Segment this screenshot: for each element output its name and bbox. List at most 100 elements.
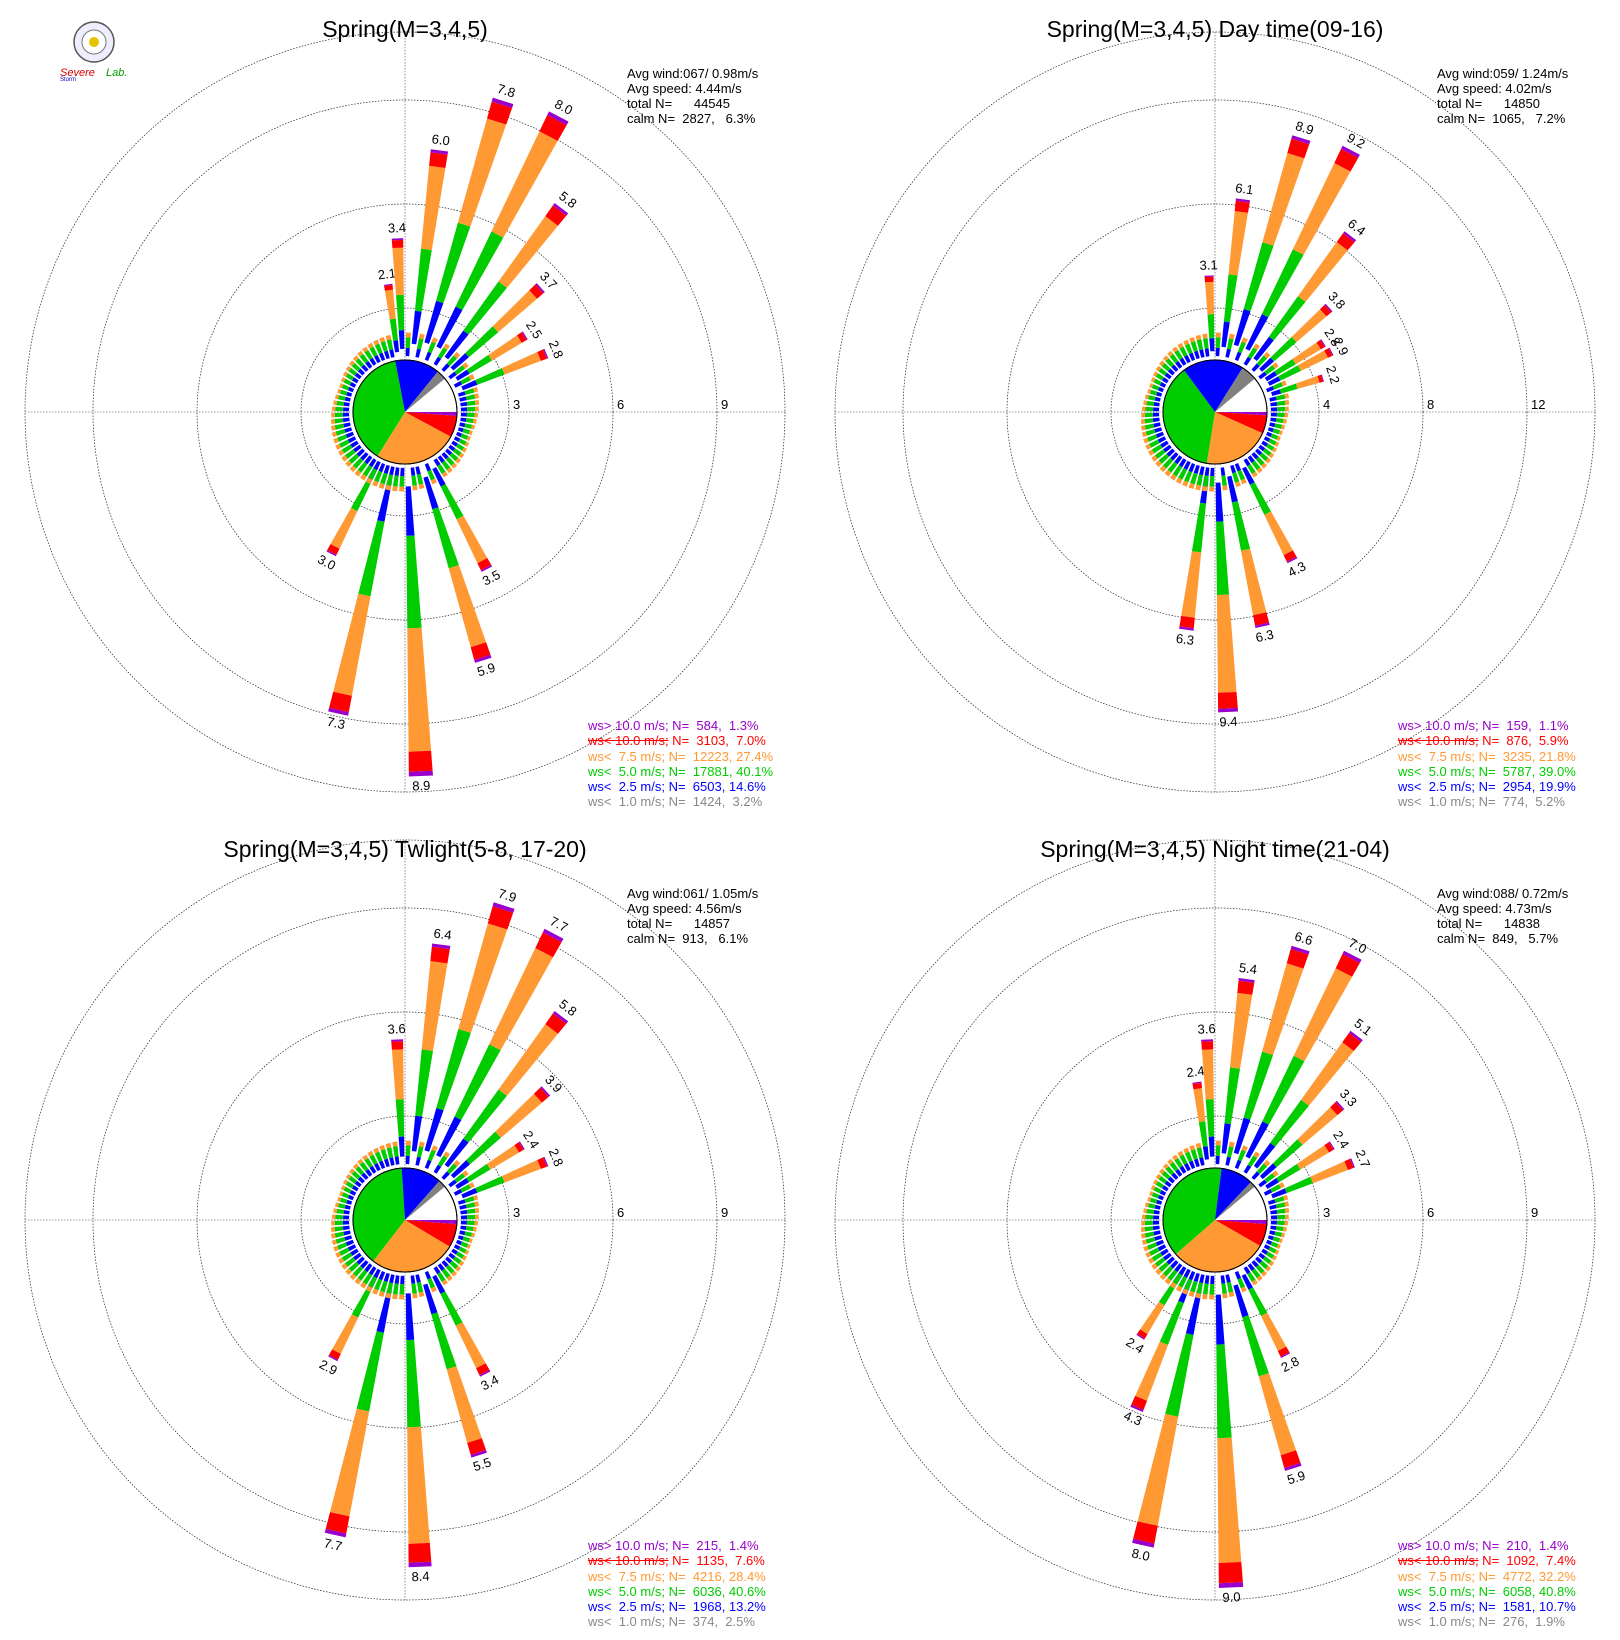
bar-segment	[343, 422, 351, 428]
spoke-bar-2	[391, 238, 405, 357]
bar-segment	[1204, 467, 1210, 476]
wind-rose-svg: 3 6 92.13.46.07.88.05.83.72.52.83.55.98.97…	[24, 31, 786, 794]
stub-bar	[437, 1263, 453, 1282]
bar-segment	[1155, 460, 1162, 468]
bar-segment	[405, 1140, 411, 1146]
bar-segment	[1265, 457, 1271, 464]
bar-segment	[411, 475, 417, 486]
stub-bar	[1225, 333, 1235, 358]
bar-segment	[1284, 412, 1288, 418]
bar-segment	[1276, 412, 1285, 418]
stub-bar	[339, 1191, 354, 1201]
bar-segment	[1241, 337, 1248, 344]
bar-segment	[1270, 1209, 1278, 1215]
spoke-value-label: 8.0	[552, 96, 575, 118]
bar-segment	[1261, 1270, 1268, 1277]
bar-segment	[1281, 1232, 1286, 1238]
bar-segment	[464, 1249, 470, 1255]
bar-segment	[415, 1156, 421, 1166]
stub-bar	[345, 1173, 362, 1188]
bar-segment	[353, 444, 362, 453]
spoke-bar-2	[410, 943, 451, 1165]
bar-segment	[1251, 1268, 1261, 1279]
stats-block: Avg wind:067/ 0.98m/s Avg speed: 4.44m/s t…	[627, 66, 758, 126]
bar-segment	[378, 1160, 386, 1169]
bar-segment	[351, 480, 371, 512]
bar-segment	[1247, 464, 1256, 474]
bar-segment	[1215, 1294, 1225, 1345]
spoke-bar-7	[1255, 1100, 1345, 1184]
bar-segment	[1261, 1248, 1268, 1255]
bar-segment	[1290, 945, 1310, 955]
bar-segment	[374, 343, 383, 355]
bar-segment	[460, 433, 469, 440]
bar-segment	[369, 357, 377, 366]
stub-bar	[335, 1244, 357, 1258]
bar-segment	[1274, 359, 1296, 376]
legend-class: ws< 10.0 m/s;	[1398, 733, 1479, 749]
bar-segment	[1162, 355, 1169, 362]
spoke-bar-10	[1239, 1268, 1291, 1358]
stub-bar	[1159, 1260, 1179, 1281]
bar-segment	[441, 1260, 449, 1268]
stub-bar	[457, 427, 473, 436]
stub-bar	[424, 1271, 437, 1293]
bar-segment	[1274, 441, 1280, 447]
bar-segment	[379, 337, 386, 343]
bar-segment	[415, 348, 421, 358]
stub-bar	[1202, 333, 1210, 357]
bar-segment	[1263, 351, 1271, 359]
pie-outline	[1162, 359, 1268, 465]
bar-segment	[1284, 393, 1290, 399]
bar-segment	[1221, 1123, 1231, 1154]
bar-segment	[432, 507, 459, 569]
legend-class: ws< 10.0 m/s;	[588, 1553, 669, 1569]
bar-segment	[1283, 550, 1297, 562]
bar-segment	[455, 1251, 465, 1259]
spoke-bar-10	[420, 1272, 487, 1458]
bar-segment	[412, 485, 418, 491]
stub-bar	[448, 1252, 465, 1267]
bar-segment	[1191, 502, 1206, 553]
bar-segment	[475, 368, 505, 385]
bar-segment	[1137, 1413, 1179, 1526]
spoke-value-label: 7.7	[547, 913, 570, 935]
bar-segment	[1234, 351, 1242, 361]
bar-segment	[1316, 339, 1325, 350]
bar-segment	[343, 1230, 351, 1236]
stub-bar	[1167, 350, 1183, 369]
bar-segment	[1259, 452, 1269, 462]
bar-segment	[454, 365, 466, 375]
legend-count: N= 584, 1.3%	[668, 718, 759, 733]
bar-segment	[1162, 457, 1174, 469]
bar-segment	[1193, 1088, 1206, 1123]
bar-segment	[1247, 347, 1258, 359]
bar-segment	[364, 350, 373, 360]
bar-segment	[1202, 1294, 1208, 1300]
bar-segment	[464, 388, 475, 395]
bar-segment	[356, 1256, 365, 1265]
bar-segment	[337, 434, 348, 442]
stub-bar	[1247, 455, 1263, 474]
stub-bar	[392, 1141, 400, 1165]
bar-segment	[1258, 444, 1266, 452]
bar-segment	[460, 1241, 469, 1248]
stub-bar	[459, 393, 480, 402]
legend-entry: ws< 1.0 m/s; N= 374, 2.5%	[588, 1614, 766, 1629]
bar-segment	[1266, 386, 1275, 393]
stub-bar	[1255, 1256, 1271, 1272]
bar-segment	[455, 369, 470, 381]
bar-segment	[357, 1176, 365, 1184]
bar-segment	[1143, 1245, 1149, 1252]
stub-bar	[367, 342, 381, 364]
bar-segment	[351, 1288, 372, 1318]
bar-segment	[1140, 1227, 1145, 1233]
bar-segment	[335, 429, 346, 436]
bar-segment	[1156, 391, 1163, 397]
bar-segment	[341, 1192, 350, 1199]
bar-segment	[374, 1163, 381, 1172]
bar-segment	[1253, 1151, 1260, 1158]
bar-segment	[1133, 1521, 1158, 1544]
bar-segment	[399, 1294, 405, 1300]
bar-segment	[489, 948, 553, 1051]
